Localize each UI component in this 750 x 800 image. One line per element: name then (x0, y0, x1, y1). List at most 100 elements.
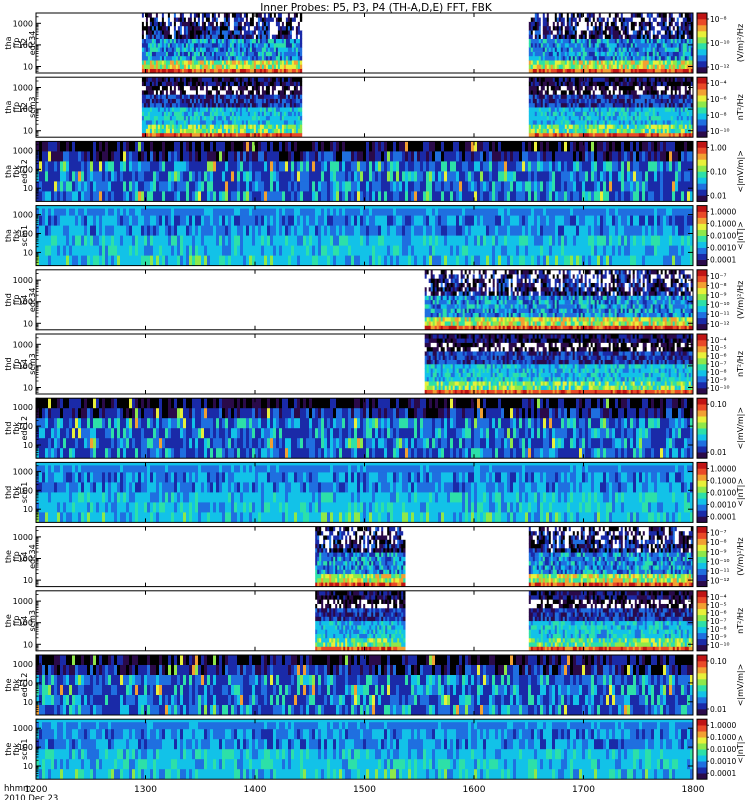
y-tick-label: 10 (23, 698, 33, 707)
panel-label: edc34 (28, 288, 37, 313)
colorbar-tick-label: 10⁻¹⁰ (710, 39, 730, 48)
colorbar-tick-label: 0.10 (710, 167, 727, 176)
panel-label: tha (4, 36, 13, 49)
panel-label: edc12 (20, 673, 29, 698)
y-tick-label: 100 (18, 619, 33, 628)
panel-label: 32 (20, 102, 29, 112)
panel-label: tha (4, 101, 13, 114)
colorbar: 1.0000 0.1000 0.0100 0.0010 0.0001<|nT|> (696, 718, 745, 780)
panel-label: tha (4, 229, 13, 242)
colorbar-tick-label: 10⁻⁶ (710, 95, 727, 104)
colorbar-tick-label: 1.00 (710, 143, 727, 152)
colorbar-tick-label: 10⁻¹⁰ (710, 127, 730, 136)
x-tick-label: 1400 (244, 785, 267, 795)
spectrogram-image (36, 141, 693, 202)
colorbar-tick-label: 0.1000 (710, 733, 736, 742)
colorbar-label: <|mV/m|> (736, 150, 745, 193)
colorbar-tick-label: 10⁻⁸ (710, 15, 727, 24)
panel-label: thd (4, 293, 13, 306)
y-tick-label: 1000 (13, 533, 33, 542)
panel-label: 64 (20, 552, 29, 562)
x-tick-label: 1600 (463, 785, 486, 795)
x-tick-label: 1700 (572, 785, 595, 795)
colorbar-tick-label: 10⁻⁷ (710, 617, 727, 626)
y-tick-label: 10 (23, 319, 33, 328)
colorbar-tick-label: 0.0100 (710, 232, 736, 241)
panel-label: scm3 (28, 96, 37, 117)
x-tick-label: 1300 (134, 785, 157, 795)
y-tick-label: 10 (23, 62, 33, 71)
panel-label: the (4, 678, 13, 691)
y-tick-label: 10 (23, 441, 33, 450)
panel-label: ffp (12, 359, 21, 370)
panel-label: scm1 (20, 225, 29, 246)
spectrogram-image (424, 334, 693, 394)
y-tick-label: 1000 (13, 403, 33, 412)
colorbar-tick-label: 10⁻⁸ (710, 625, 727, 634)
colorbar-tick-label: 10⁻⁷ (710, 360, 727, 369)
y-tick-label: 10 (23, 127, 33, 136)
colorbar-tick-label: 10⁻⁶ (710, 609, 727, 618)
panel-label: thd (4, 422, 13, 435)
y-tick-label: 1000 (13, 19, 33, 28)
colorbar-tick-label: 10⁻¹⁰ (710, 641, 730, 650)
colorbar-tick-label: 10⁻¹¹ (710, 567, 730, 576)
y-tick-label: 1000 (13, 597, 33, 606)
y-tick-label: 100 (18, 298, 33, 307)
panel-tha-fbk-scm1: 1000 100 10 tha fbk scm1 1.0000 0.1000 0.0100 0.0… (4, 205, 745, 267)
colorbar: 10⁻⁴ 10⁻⁶ 10⁻⁸ 10⁻¹⁰ nT²/Hz (696, 76, 745, 138)
panel-thd-ffp-64-edc34: 1000 100 10 thd ffp 64 edc34 10⁻⁷10⁻⁸10⁻⁹10⁻¹⁰1… (4, 269, 745, 331)
y-tick-label: 10 (23, 184, 33, 193)
x-tick-label: 1200 (25, 785, 48, 795)
panel-label: fbk (12, 486, 21, 499)
panel-label: fbk (12, 165, 21, 178)
colorbar-label: <|nT|> (736, 221, 745, 250)
colorbar-tick-label: 10⁻¹⁰ (710, 557, 730, 566)
colorbar-tick-label: 10⁻⁸ (710, 538, 727, 547)
colorbar-tick-label: 10⁻⁹ (710, 376, 727, 385)
panel-label: fbk (12, 229, 21, 242)
panel-the-fbk-edc12: 1000 100 10 the fbk edc12 0.10 0.01 <|mV/m|> (4, 654, 745, 716)
y-tick-label: 1000 (13, 467, 33, 476)
y-tick-label: 100 (18, 486, 33, 495)
y-tick-label: 1000 (13, 276, 33, 285)
colorbar-tick-label: 0.0010 (710, 244, 736, 253)
panel-label: edc12 (20, 159, 29, 184)
panel-label: 64 (20, 295, 29, 305)
colorbar-label: nT²/Hz (736, 351, 745, 377)
colorbar-tick-label: 10⁻⁴ (710, 79, 727, 88)
spectrogram-image (141, 77, 693, 138)
colorbar-tick-label: 0.10 (710, 400, 727, 409)
panel-thd-fbk-edc12: 1000 100 10 thd fbk edc12 0.10 0.01 <|mV/m|> (4, 397, 745, 459)
panel-label: ffp (12, 295, 21, 306)
colorbar-tick-label: 10⁻¹¹ (710, 310, 730, 319)
panel-label: scm3 (28, 610, 37, 631)
colorbar: 1.0000 0.1000 0.0100 0.0010 0.0001<|nT|> (696, 461, 745, 523)
colorbar: 10⁻⁸ 10⁻¹⁰ 10⁻¹² (V/m)²/Hz (696, 12, 745, 74)
x-axis-label: hhmm (4, 784, 31, 794)
colorbar-tick-label: 10⁻¹⁰ (710, 384, 730, 393)
y-tick-label: 100 (18, 555, 33, 564)
colorbar-label: (V/m)²/Hz (736, 24, 745, 62)
colorbar-tick-label: 0.0100 (710, 745, 736, 754)
colorbar-tick-label: 0.01 (710, 191, 727, 200)
spectrogram-image (424, 269, 693, 330)
colorbar: 0.10 0.01 <|mV/m|> (696, 397, 745, 459)
colorbar-label: nT²/Hz (736, 94, 745, 120)
colorbar-tick-label: 10⁻⁷ (710, 529, 727, 538)
y-tick-label: 1000 (13, 146, 33, 155)
y-tick-label: 1000 (13, 84, 33, 93)
y-tick-label: 100 (18, 679, 33, 688)
spectrogram-image (36, 205, 693, 266)
panel-tha-ffp-32-scm3: 1000 100 10 tha ffp 32 scm3 10⁻⁴ 10⁻⁶ 10⁻⁸ 10⁻¹⁰ nT… (4, 76, 745, 138)
panel-label: edc12 (20, 416, 29, 441)
colorbar-label: <|mV/m|> (736, 407, 745, 450)
panel-label: thd (4, 357, 13, 370)
